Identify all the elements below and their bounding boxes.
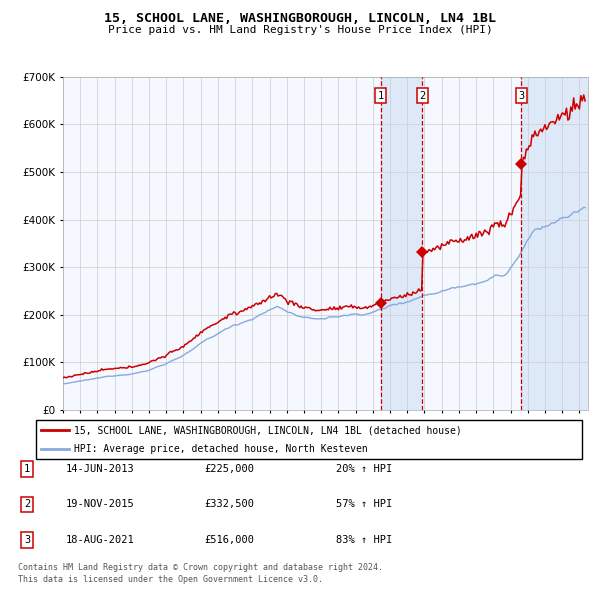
Text: 14-JUN-2013: 14-JUN-2013 <box>66 464 135 474</box>
Text: This data is licensed under the Open Government Licence v3.0.: This data is licensed under the Open Gov… <box>18 575 323 584</box>
Text: Price paid vs. HM Land Registry's House Price Index (HPI): Price paid vs. HM Land Registry's House … <box>107 25 493 35</box>
Bar <box>521 77 588 410</box>
Text: £516,000: £516,000 <box>204 535 254 545</box>
Text: 19-NOV-2015: 19-NOV-2015 <box>66 500 135 509</box>
Text: 2: 2 <box>24 500 30 509</box>
Text: £225,000: £225,000 <box>204 464 254 474</box>
Text: 18-AUG-2021: 18-AUG-2021 <box>66 535 135 545</box>
FancyBboxPatch shape <box>36 419 582 460</box>
Text: 2: 2 <box>419 91 425 101</box>
Text: 3: 3 <box>24 535 30 545</box>
Text: HPI: Average price, detached house, North Kesteven: HPI: Average price, detached house, Nort… <box>74 444 368 454</box>
Text: 83% ↑ HPI: 83% ↑ HPI <box>336 535 392 545</box>
Text: 57% ↑ HPI: 57% ↑ HPI <box>336 500 392 509</box>
Text: 1: 1 <box>24 464 30 474</box>
Text: 3: 3 <box>518 91 524 101</box>
Bar <box>380 77 422 410</box>
Text: 1: 1 <box>377 91 384 101</box>
Text: Contains HM Land Registry data © Crown copyright and database right 2024.: Contains HM Land Registry data © Crown c… <box>18 563 383 572</box>
Text: £332,500: £332,500 <box>204 500 254 509</box>
Text: 20% ↑ HPI: 20% ↑ HPI <box>336 464 392 474</box>
Text: 15, SCHOOL LANE, WASHINGBOROUGH, LINCOLN, LN4 1BL (detached house): 15, SCHOOL LANE, WASHINGBOROUGH, LINCOLN… <box>74 425 462 435</box>
Text: 15, SCHOOL LANE, WASHINGBOROUGH, LINCOLN, LN4 1BL: 15, SCHOOL LANE, WASHINGBOROUGH, LINCOLN… <box>104 12 496 25</box>
